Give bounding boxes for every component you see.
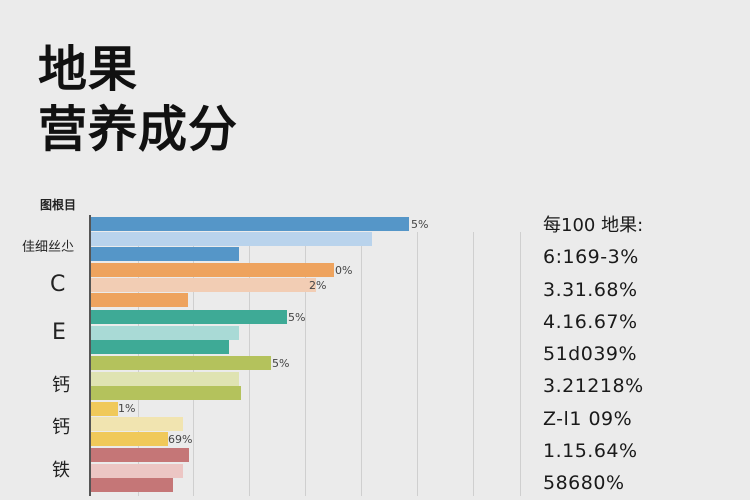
per-100-header: 每100 地果: xyxy=(543,215,644,236)
bar xyxy=(91,356,271,370)
y-axis xyxy=(89,215,91,496)
nutrient-value: 1.15.64% xyxy=(543,440,638,462)
bar xyxy=(91,340,229,354)
bar-value-label: 1% xyxy=(118,402,136,415)
bar xyxy=(91,386,241,400)
category-label: C xyxy=(50,272,66,297)
bar xyxy=(91,326,239,340)
page-title: 地果 营养成分 xyxy=(38,40,238,160)
bar xyxy=(91,464,183,478)
nutrient-value: 4.16.67% xyxy=(543,311,638,333)
nutrient-value: 3.21218% xyxy=(543,375,644,397)
legend-header: 图根目 xyxy=(40,198,77,212)
title-line-2: 营养成分 xyxy=(38,101,239,158)
bar xyxy=(91,402,118,416)
bar xyxy=(91,372,239,386)
nutrient-value: Z-l1 09% xyxy=(543,408,633,430)
bar xyxy=(91,432,168,446)
bar xyxy=(91,232,372,246)
title-line-1: 地果 xyxy=(38,41,139,98)
bar-value-label: 2% xyxy=(309,279,327,292)
bar xyxy=(91,310,287,324)
category-label: 钙 xyxy=(52,375,70,396)
nutrient-value: 6:169-3% xyxy=(543,246,639,268)
gridline xyxy=(361,232,362,496)
gridline xyxy=(417,232,418,496)
nutrient-value: 58680% xyxy=(543,472,625,494)
bar xyxy=(91,247,239,261)
bar-value-label: 5% xyxy=(288,311,306,324)
bar xyxy=(91,293,188,307)
bar xyxy=(91,263,334,277)
nutrient-value: 3.31.68% xyxy=(543,279,638,301)
bar xyxy=(91,448,189,462)
bar-value-label: 69% xyxy=(168,433,193,446)
category-label: 佳细丝尐 xyxy=(22,240,75,255)
nutrient-value: 51d039% xyxy=(543,343,638,365)
category-label: E xyxy=(52,320,66,345)
bar xyxy=(91,417,183,431)
bar xyxy=(91,217,409,231)
category-label: 钙 xyxy=(52,417,70,438)
bar xyxy=(91,278,316,292)
bar-value-label: 5% xyxy=(411,218,429,231)
gridline xyxy=(473,232,474,496)
bar-value-label: 0% xyxy=(335,264,353,277)
gridline xyxy=(520,232,521,496)
gridline xyxy=(305,232,306,496)
bar xyxy=(91,478,173,492)
category-label: 铁 xyxy=(52,460,70,481)
bar-value-label: 5% xyxy=(272,357,290,370)
